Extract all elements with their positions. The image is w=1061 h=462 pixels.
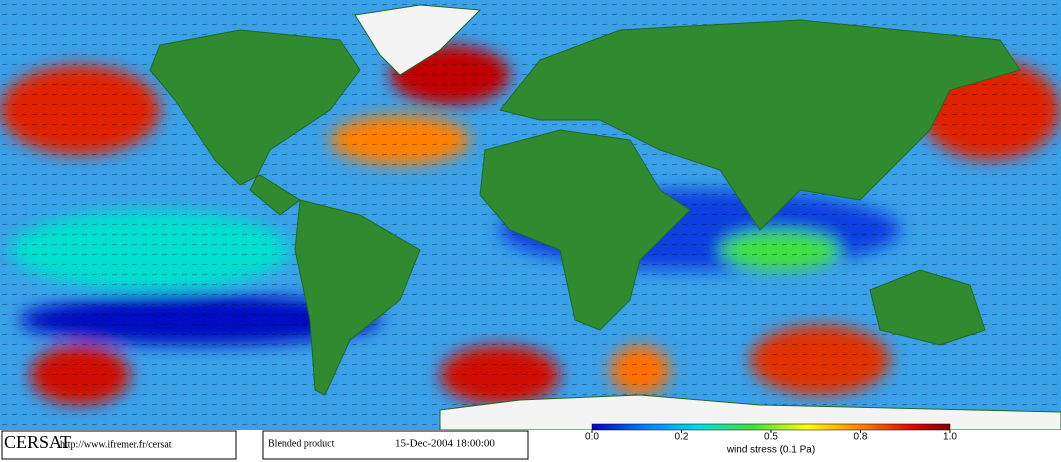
credit-box: [1, 430, 237, 460]
product-date: 15-Dec-2004 18:00:00: [395, 438, 495, 450]
product-name: Blended product: [268, 438, 335, 449]
land: [149, 4, 1061, 431]
logo: CERSAT: [4, 432, 71, 452]
colorbar-tick-label: 0.2: [675, 432, 689, 443]
colorbar-tick-label: 0.0: [585, 432, 599, 443]
colorbar: [591, 423, 951, 431]
colorbar-tick-label: 0.8: [854, 432, 868, 443]
colorbar-ticks: 0.0 0.2 0.5 0.8 1.0: [585, 430, 957, 443]
colorbar-tick-label: 1.0: [943, 432, 957, 443]
colorbar-tick-label: 0.5: [764, 432, 778, 443]
colorbar-label: wind stress (0.1 Pa): [726, 445, 815, 456]
url: http://www.ifremer.fr/cersat: [60, 439, 172, 450]
product-box: [262, 430, 529, 460]
